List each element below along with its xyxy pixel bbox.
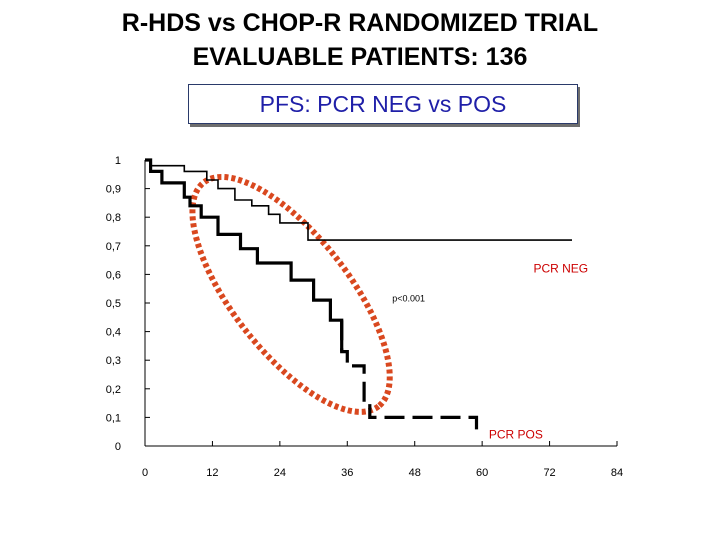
x-tick-label: 84 <box>611 467 623 479</box>
annotation-pcr-pos: PCR POS <box>489 428 543 442</box>
axes <box>144 159 618 447</box>
series-line-pcr-pos-dashed <box>340 320 479 438</box>
x-tick-label: 36 <box>341 467 353 479</box>
y-tick-label: 0,9 <box>106 184 121 196</box>
x-tick-label: 12 <box>206 467 218 479</box>
y-tick-labels: 0 0,1 0,2 0,3 0,4 0,5 0,6 0,7 0,8 0,9 1 <box>106 155 121 453</box>
y-tick-label: 0,6 <box>106 269 121 281</box>
y-tick-label: 0,7 <box>106 241 121 253</box>
subtitle-box: PFS: PCR NEG vs POS <box>188 84 578 124</box>
x-tick-label: 72 <box>543 467 555 479</box>
x-tick-label: 0 <box>142 467 148 479</box>
slide-title-line-2: EVALUABLE PATIENTS: 136 <box>192 43 528 71</box>
series-line-pcr-pos-solid <box>145 158 344 352</box>
series-line-pcr-neg <box>145 159 572 241</box>
x-tick-label: 24 <box>274 467 286 479</box>
y-tick-label: 0,2 <box>106 384 121 396</box>
x-tick-label: 48 <box>409 467 421 479</box>
y-tick-label: 0,4 <box>106 327 121 339</box>
highlight-ellipse <box>189 173 393 415</box>
y-tick-label: 0,5 <box>106 298 121 310</box>
chart-subtitle: PFS: PCR NEG vs POS <box>259 91 507 117</box>
x-tick-label: 60 <box>476 467 488 479</box>
y-tick-label: 0,1 <box>106 412 121 424</box>
annotation-pcr-neg: PCR NEG <box>533 262 588 276</box>
y-tick-label: 0 <box>115 441 121 453</box>
series-layer <box>145 158 572 438</box>
y-tick-label: 0,8 <box>106 212 121 224</box>
highlight-layer <box>189 173 393 415</box>
y-tick-label: 1 <box>115 155 121 167</box>
slide-title-line-1: R-HDS vs CHOP-R RANDOMIZED TRIAL <box>121 9 599 37</box>
annotation-p-0-001: p<0.001 <box>392 293 425 303</box>
annotation-layer: PCR NEG PCR POS p<0.001 <box>392 262 588 442</box>
x-tick-labels: 0 12 24 36 48 60 72 84 <box>142 467 623 479</box>
y-tick-label: 0,3 <box>106 355 121 367</box>
